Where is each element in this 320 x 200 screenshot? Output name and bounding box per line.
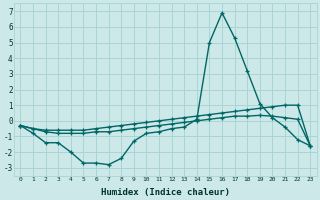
X-axis label: Humidex (Indice chaleur): Humidex (Indice chaleur) (101, 188, 230, 197)
